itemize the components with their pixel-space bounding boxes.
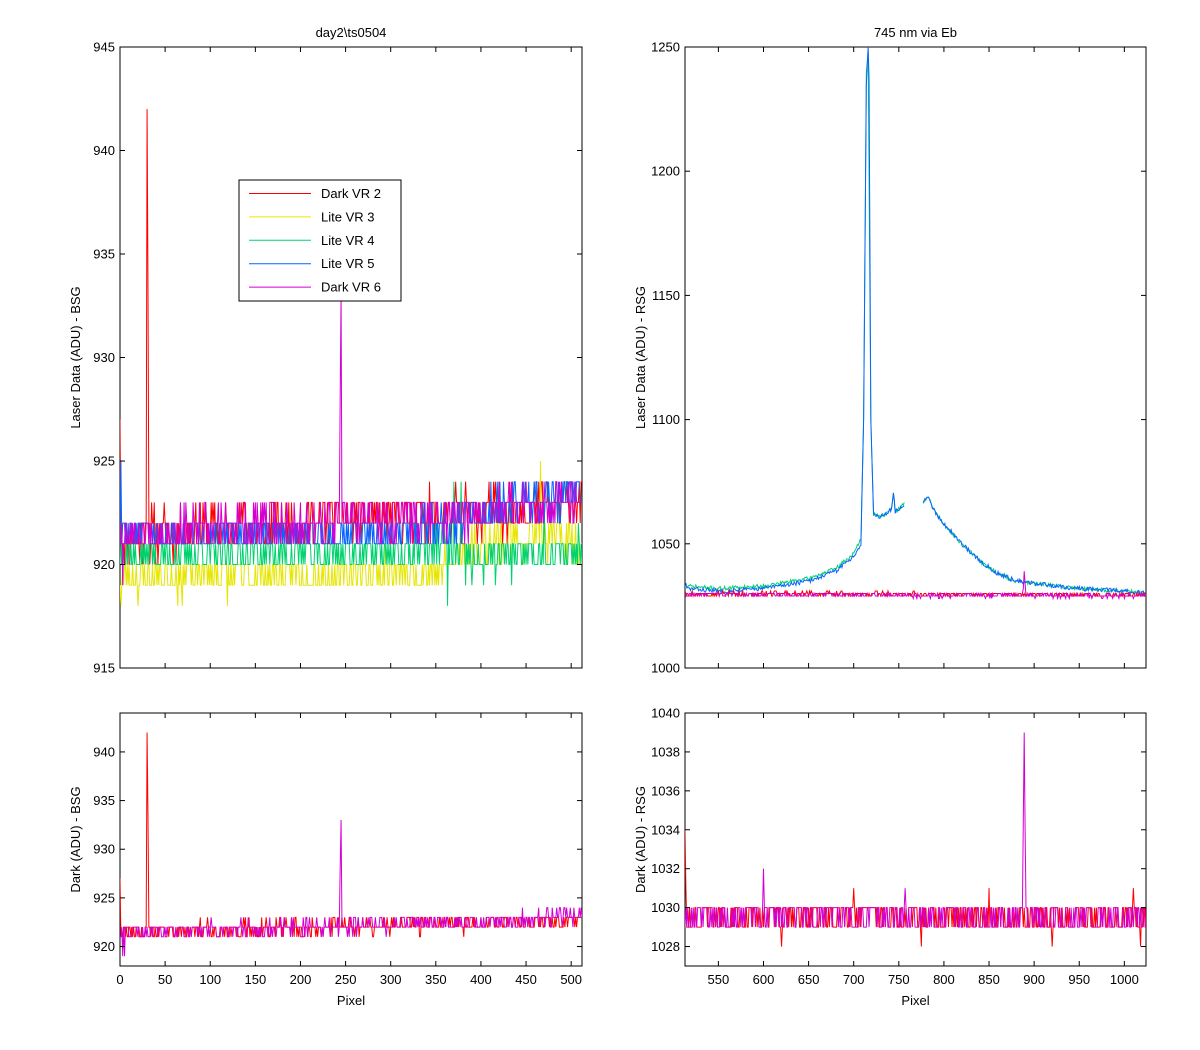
y-axis-label-top-right: Laser Data (ADU) - RSG	[633, 286, 648, 429]
x-tick-label: 100	[199, 972, 221, 987]
x-tick-label: 500	[560, 972, 582, 987]
x-tick-label: 700	[843, 972, 865, 987]
y-tick-label: 1030	[651, 900, 680, 915]
legend-label-dark-vr-2: Dark VR 2	[321, 186, 381, 201]
ticks-bottom-left: 920 925 930 935 940 0 50 100 150 200 250 300 350 400 4…	[93, 713, 582, 987]
y-axis-label-top-left: Laser Data (ADU) - BSG	[68, 286, 83, 428]
series-line-dark-vr-6-top-right	[685, 571, 1146, 601]
y-tick-label: 935	[93, 793, 115, 808]
y-tick-label: 1036	[651, 783, 680, 798]
x-tick-label: 50	[158, 972, 172, 987]
x-tick-label: 900	[1023, 972, 1045, 987]
x-tick-label: 300	[380, 972, 402, 987]
y-tick-label: 940	[93, 744, 115, 759]
plot-area-top-right	[684, 46, 1147, 669]
axes-top-left: 915 920 925 930 935 940 945 day2\ts0504 Laser …	[68, 25, 583, 676]
series-line-dark-vr-6-bottom-left	[120, 820, 582, 957]
x-tick-label: 950	[1068, 972, 1090, 987]
y-tick-label: 915	[93, 661, 115, 676]
x-tick-label: 650	[798, 972, 820, 987]
chart-title-top-left: day2\ts0504	[316, 25, 387, 40]
series-line-dark-vr-2-top-right	[685, 589, 1146, 598]
legend-label-lite-vr-4: Lite VR 4	[321, 233, 374, 248]
legend-label-lite-vr-5: Lite VR 5	[321, 256, 374, 271]
y-tick-label: 1000	[651, 661, 680, 676]
y-tick-label: 1200	[651, 164, 680, 179]
x-tick-label: 850	[978, 972, 1000, 987]
x-tick-label: 450	[515, 972, 537, 987]
ticks-bottom-right: 1028 1030 1032 1034 1036 1038 1040 550 600 650 700…	[651, 706, 1146, 987]
x-tick-label: 200	[290, 972, 312, 987]
x-tick-label: 400	[470, 972, 492, 987]
y-tick-label: 1050	[651, 536, 680, 551]
legend-label-dark-vr-6: Dark VR 6	[321, 280, 381, 295]
x-tick-label: 550	[708, 972, 730, 987]
axes-bottom-left: 920 925 930 935 940 0 50 100 150 200 250 300 350 400 4…	[68, 712, 583, 1008]
y-axis-label-bottom-right: Dark (ADU) - RSG	[633, 786, 648, 893]
series-line-dark-vr-6-bottom-right	[685, 732, 1146, 928]
series-group-bottom-left	[120, 732, 582, 957]
x-axis-label-bottom-left: Pixel	[337, 993, 365, 1008]
x-tick-label: 600	[753, 972, 775, 987]
y-tick-label: 1038	[651, 744, 680, 759]
y-tick-label: 1100	[652, 412, 680, 427]
y-tick-label: 930	[93, 842, 115, 857]
y-tick-label: 925	[93, 454, 115, 469]
y-tick-label: 1032	[651, 861, 680, 876]
y-tick-label: 920	[93, 939, 115, 954]
x-tick-label: 150	[245, 972, 267, 987]
series-group-top-right	[685, 47, 1146, 601]
legend-items: Dark VR 2 Lite VR 3 Lite VR 4 Lite VR 5 Dark…	[249, 186, 381, 295]
y-tick-label: 930	[93, 350, 115, 365]
y-tick-label: 940	[93, 143, 115, 158]
series-group-bottom-right	[685, 732, 1146, 947]
y-tick-label: 920	[93, 557, 115, 572]
y-axis-label-bottom-left: Dark (ADU) - BSG	[68, 786, 83, 892]
x-tick-label: 0	[116, 972, 123, 987]
x-tick-label: 750	[888, 972, 910, 987]
series-group-top-left	[120, 109, 582, 606]
series-line-dark-vr-6-top-left	[120, 295, 582, 586]
y-tick-label: 925	[93, 890, 115, 905]
ticks-top-right: 1000 1050 1100 1150 1200 1250	[651, 40, 1146, 676]
series-line-lite-vr-5-top-right	[685, 47, 1146, 597]
ticks-top-left: 915 920 925 930 935 940 945	[93, 40, 582, 676]
plot-area-bottom-left	[119, 712, 583, 967]
x-tick-label: 250	[335, 972, 357, 987]
axes-top-right: 1000 1050 1100 1150 1200 1250 745 nm via Eb L…	[633, 25, 1147, 676]
chart-title-top-right: 745 nm via Eb	[874, 25, 957, 40]
series-line-lite-vr-4-top-left	[120, 481, 582, 606]
x-tick-label: 1000	[1110, 972, 1139, 987]
y-tick-label: 1034	[651, 822, 680, 837]
x-tick-label: 350	[425, 972, 447, 987]
y-tick-label: 1150	[652, 288, 680, 303]
y-tick-label: 935	[93, 247, 115, 262]
x-tick-label: 800	[933, 972, 955, 987]
series-line-lite-vr-5-top-left	[120, 460, 582, 545]
x-axis-label-bottom-right: Pixel	[901, 993, 929, 1008]
legend-label-lite-vr-3: Lite VR 3	[321, 209, 374, 224]
legend: Dark VR 2 Lite VR 3 Lite VR 4 Lite VR 5 Dark…	[238, 179, 402, 302]
y-tick-label: 1040	[651, 706, 680, 721]
y-tick-label: 945	[93, 40, 115, 55]
axes-bottom-right: 1028 1030 1032 1034 1036 1038 1040 550 600 650 700…	[633, 706, 1147, 1008]
y-tick-label: 1028	[651, 939, 680, 954]
y-tick-label: 1250	[651, 40, 680, 55]
plot-area-bottom-right	[684, 712, 1147, 967]
